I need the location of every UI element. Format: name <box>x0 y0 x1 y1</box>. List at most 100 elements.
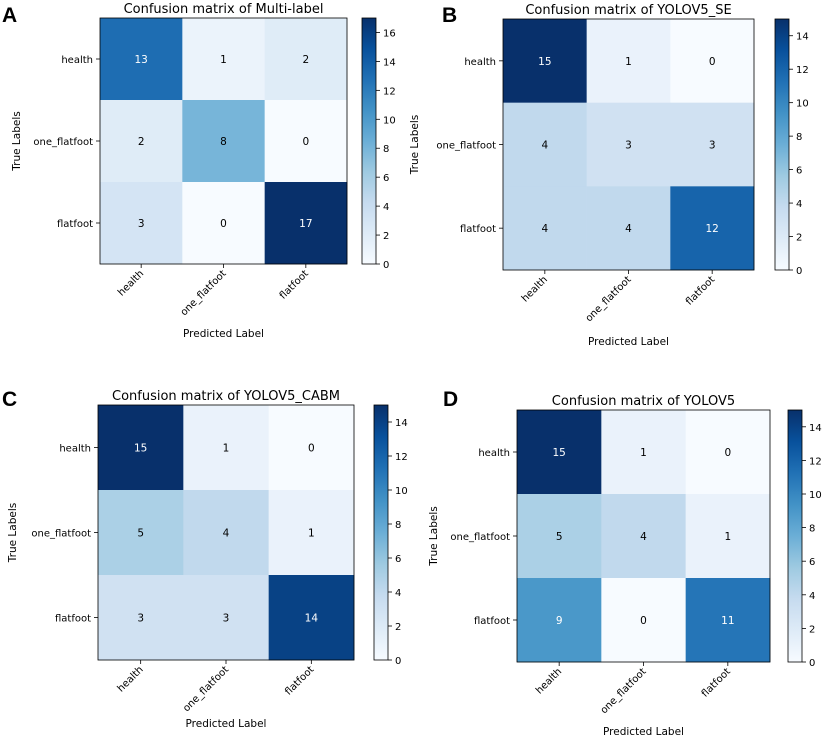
colorbar-tick-label: 4 <box>796 199 802 210</box>
matrix-cell <box>183 405 269 491</box>
x-tick-label: one_flatfoot <box>599 666 649 716</box>
y-tick-label: one_flatfoot <box>450 532 510 543</box>
matrix-cell <box>264 182 348 265</box>
chart-title: Confusion matrix of YOLOV5_SE <box>525 3 731 18</box>
cell-value: 13 <box>134 54 147 66</box>
colorbar-tick-label: 6 <box>395 554 401 565</box>
matrix-cell <box>98 490 184 576</box>
cell-value: 12 <box>705 223 718 235</box>
y-tick-label: health <box>478 448 510 459</box>
cell-value: 14 <box>305 613 319 625</box>
colorbar-tick-label: 14 <box>383 57 396 68</box>
cell-value: 0 <box>640 615 647 627</box>
cell-value: 0 <box>302 136 309 148</box>
y-tick-label: one_flatfoot <box>33 137 93 148</box>
y-axis-label: True Labels <box>409 115 421 175</box>
y-tick-label: health <box>59 444 91 455</box>
matrix-cell <box>517 494 602 579</box>
x-tick-label: one_flatfoot <box>179 268 229 318</box>
matrix-cell <box>183 575 269 661</box>
matrix-cell <box>685 410 771 495</box>
matrix-cell <box>100 100 183 183</box>
colorbar-tick-label: 4 <box>383 202 389 213</box>
cell-value: 4 <box>223 528 230 540</box>
colorbar-tick-label: 2 <box>383 231 389 242</box>
matrix-cell <box>517 410 602 495</box>
colorbar-tick-label: 12 <box>395 452 408 463</box>
x-tick-label: health <box>116 268 146 298</box>
x-tick-label: health <box>116 664 146 694</box>
x-tick-label: one_flatfoot <box>584 274 634 324</box>
matrix-cell <box>100 182 183 265</box>
matrix-cell <box>268 490 355 576</box>
cell-value: 11 <box>721 615 734 627</box>
cell-value: 0 <box>220 218 227 230</box>
matrix-cell <box>503 19 587 103</box>
cell-value: 3 <box>138 218 145 230</box>
cell-value: 3 <box>625 140 632 152</box>
y-tick-label: one_flatfoot <box>436 141 496 152</box>
matrix-cell <box>586 102 671 187</box>
cell-value: 1 <box>220 54 227 66</box>
x-tick-label: flatfoot <box>684 274 717 307</box>
colorbar-tick-label: 8 <box>383 144 389 155</box>
colorbar-tick-label: 2 <box>809 624 815 635</box>
cell-value: 4 <box>541 140 548 152</box>
y-axis-label: True Labels <box>11 111 23 171</box>
matrix-cell <box>264 18 348 101</box>
cell-value: 5 <box>556 531 563 543</box>
colorbar <box>787 409 803 663</box>
x-tick-label: one_flatfoot <box>181 664 231 714</box>
colorbar-tick-label: 6 <box>809 557 815 568</box>
x-axis-label: Predicted Label <box>588 336 669 348</box>
cell-value: 1 <box>640 447 647 459</box>
matrix-cell <box>586 19 671 103</box>
cell-value: 15 <box>538 56 551 68</box>
colorbar-tick-label: 6 <box>383 173 389 184</box>
colorbar-tick-label: 2 <box>796 233 802 244</box>
cell-value: 1 <box>625 56 632 68</box>
y-tick-label: health <box>61 55 93 66</box>
x-tick-label: flatfoot <box>278 268 311 301</box>
colorbar <box>774 18 790 271</box>
matrix-cell <box>670 102 755 187</box>
colorbar-tick-label: 16 <box>383 28 396 39</box>
colorbar <box>373 404 389 661</box>
cell-value: 2 <box>302 54 309 66</box>
colorbar-tick-label: 0 <box>809 658 815 669</box>
chart-title: Confusion matrix of Multi-label <box>124 2 324 17</box>
chart-title: Confusion matrix of YOLOV5_CABM <box>112 389 340 404</box>
panel-letter: B <box>442 4 457 27</box>
y-axis-label: True Labels <box>7 503 19 563</box>
matrix-cell <box>268 575 355 661</box>
matrix-cell <box>98 405 184 491</box>
cell-value: 2 <box>138 136 145 148</box>
colorbar-tick-label: 0 <box>395 656 401 667</box>
panel-letter: A <box>2 4 17 27</box>
cell-value: 0 <box>724 447 731 459</box>
cell-value: 15 <box>552 447 565 459</box>
colorbar-tick-label: 12 <box>383 86 396 97</box>
y-tick-label: health <box>464 57 496 68</box>
colorbar-tick-label: 4 <box>395 588 401 599</box>
matrix-cell <box>100 18 183 101</box>
colorbar-tick-label: 14 <box>809 423 822 434</box>
y-tick-label: flatfoot <box>57 219 93 230</box>
matrix-cell <box>268 405 355 491</box>
matrix-cell <box>182 100 265 183</box>
matrix-cell <box>670 186 755 271</box>
matrix-cell <box>182 18 265 101</box>
x-axis-label: Predicted Label <box>603 726 684 738</box>
colorbar-tick-label: 4 <box>809 591 815 602</box>
colorbar-tick-label: 10 <box>796 99 809 110</box>
cell-value: 17 <box>299 218 312 230</box>
panel-letter: D <box>443 388 458 411</box>
cell-value: 4 <box>625 223 632 235</box>
colorbar-tick-label: 6 <box>796 166 802 177</box>
x-axis-label: Predicted Label <box>183 328 264 340</box>
cell-value: 3 <box>223 613 230 625</box>
matrix-cell <box>601 494 686 579</box>
